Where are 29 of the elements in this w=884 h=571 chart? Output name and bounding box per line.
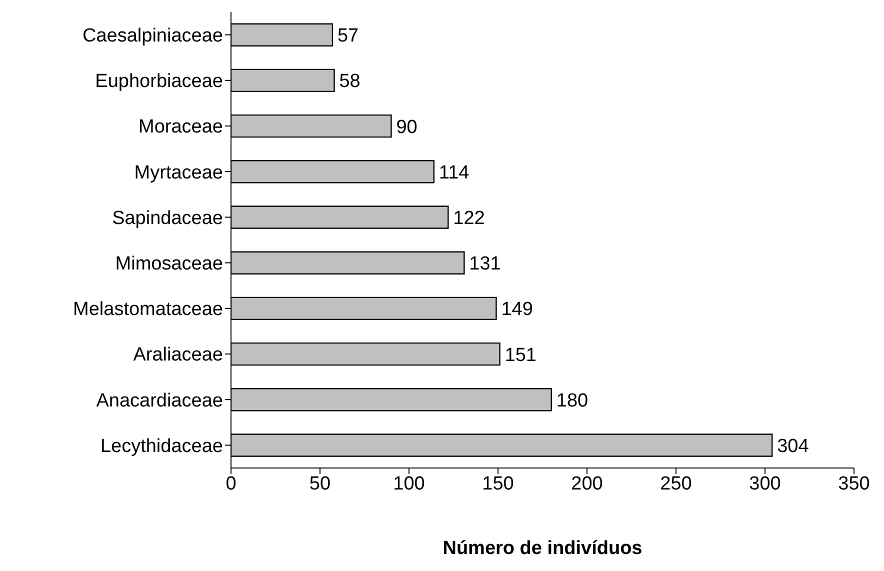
data-label: 90 bbox=[396, 116, 418, 138]
data-label: 149 bbox=[501, 299, 533, 320]
y-tick-label: Euphorbiaceae bbox=[95, 71, 223, 92]
x-tick-label: 100 bbox=[393, 473, 425, 494]
y-tick-label: Sapindaceae bbox=[112, 208, 223, 229]
y-tick-label: Caesalpiniaceae bbox=[82, 26, 223, 47]
data-label: 114 bbox=[438, 162, 470, 184]
y-tick-label: Myrtaceae bbox=[134, 162, 223, 184]
x-tick-label: 150 bbox=[482, 473, 514, 494]
x-tick-label: 250 bbox=[660, 473, 692, 494]
x-tick-label: 50 bbox=[309, 473, 331, 494]
data-label: 304 bbox=[777, 436, 810, 457]
y-tick-label: Araliaceae bbox=[133, 344, 223, 366]
y-tick-label: Moraceae bbox=[138, 116, 223, 138]
data-label: 58 bbox=[339, 71, 360, 92]
data-label: 57 bbox=[337, 26, 359, 47]
y-tick-label: Melastomataceae bbox=[73, 299, 223, 320]
data-label: 122 bbox=[453, 208, 485, 229]
x-axis-title: Número de indivíduos bbox=[442, 538, 642, 559]
x-tick-label: 200 bbox=[571, 473, 603, 494]
data-label: 151 bbox=[504, 344, 536, 366]
data-label: 131 bbox=[469, 254, 501, 275]
y-tick-label: Lecythidaceae bbox=[100, 436, 223, 457]
y-tick-label: Mimosaceae bbox=[115, 254, 223, 275]
x-tick-label: 350 bbox=[838, 473, 870, 494]
x-tick-label: 300 bbox=[749, 473, 781, 494]
y-tick-label: Anacardiaceae bbox=[96, 390, 223, 412]
x-tick-label: 0 bbox=[226, 473, 236, 494]
data-label: 180 bbox=[556, 390, 588, 412]
